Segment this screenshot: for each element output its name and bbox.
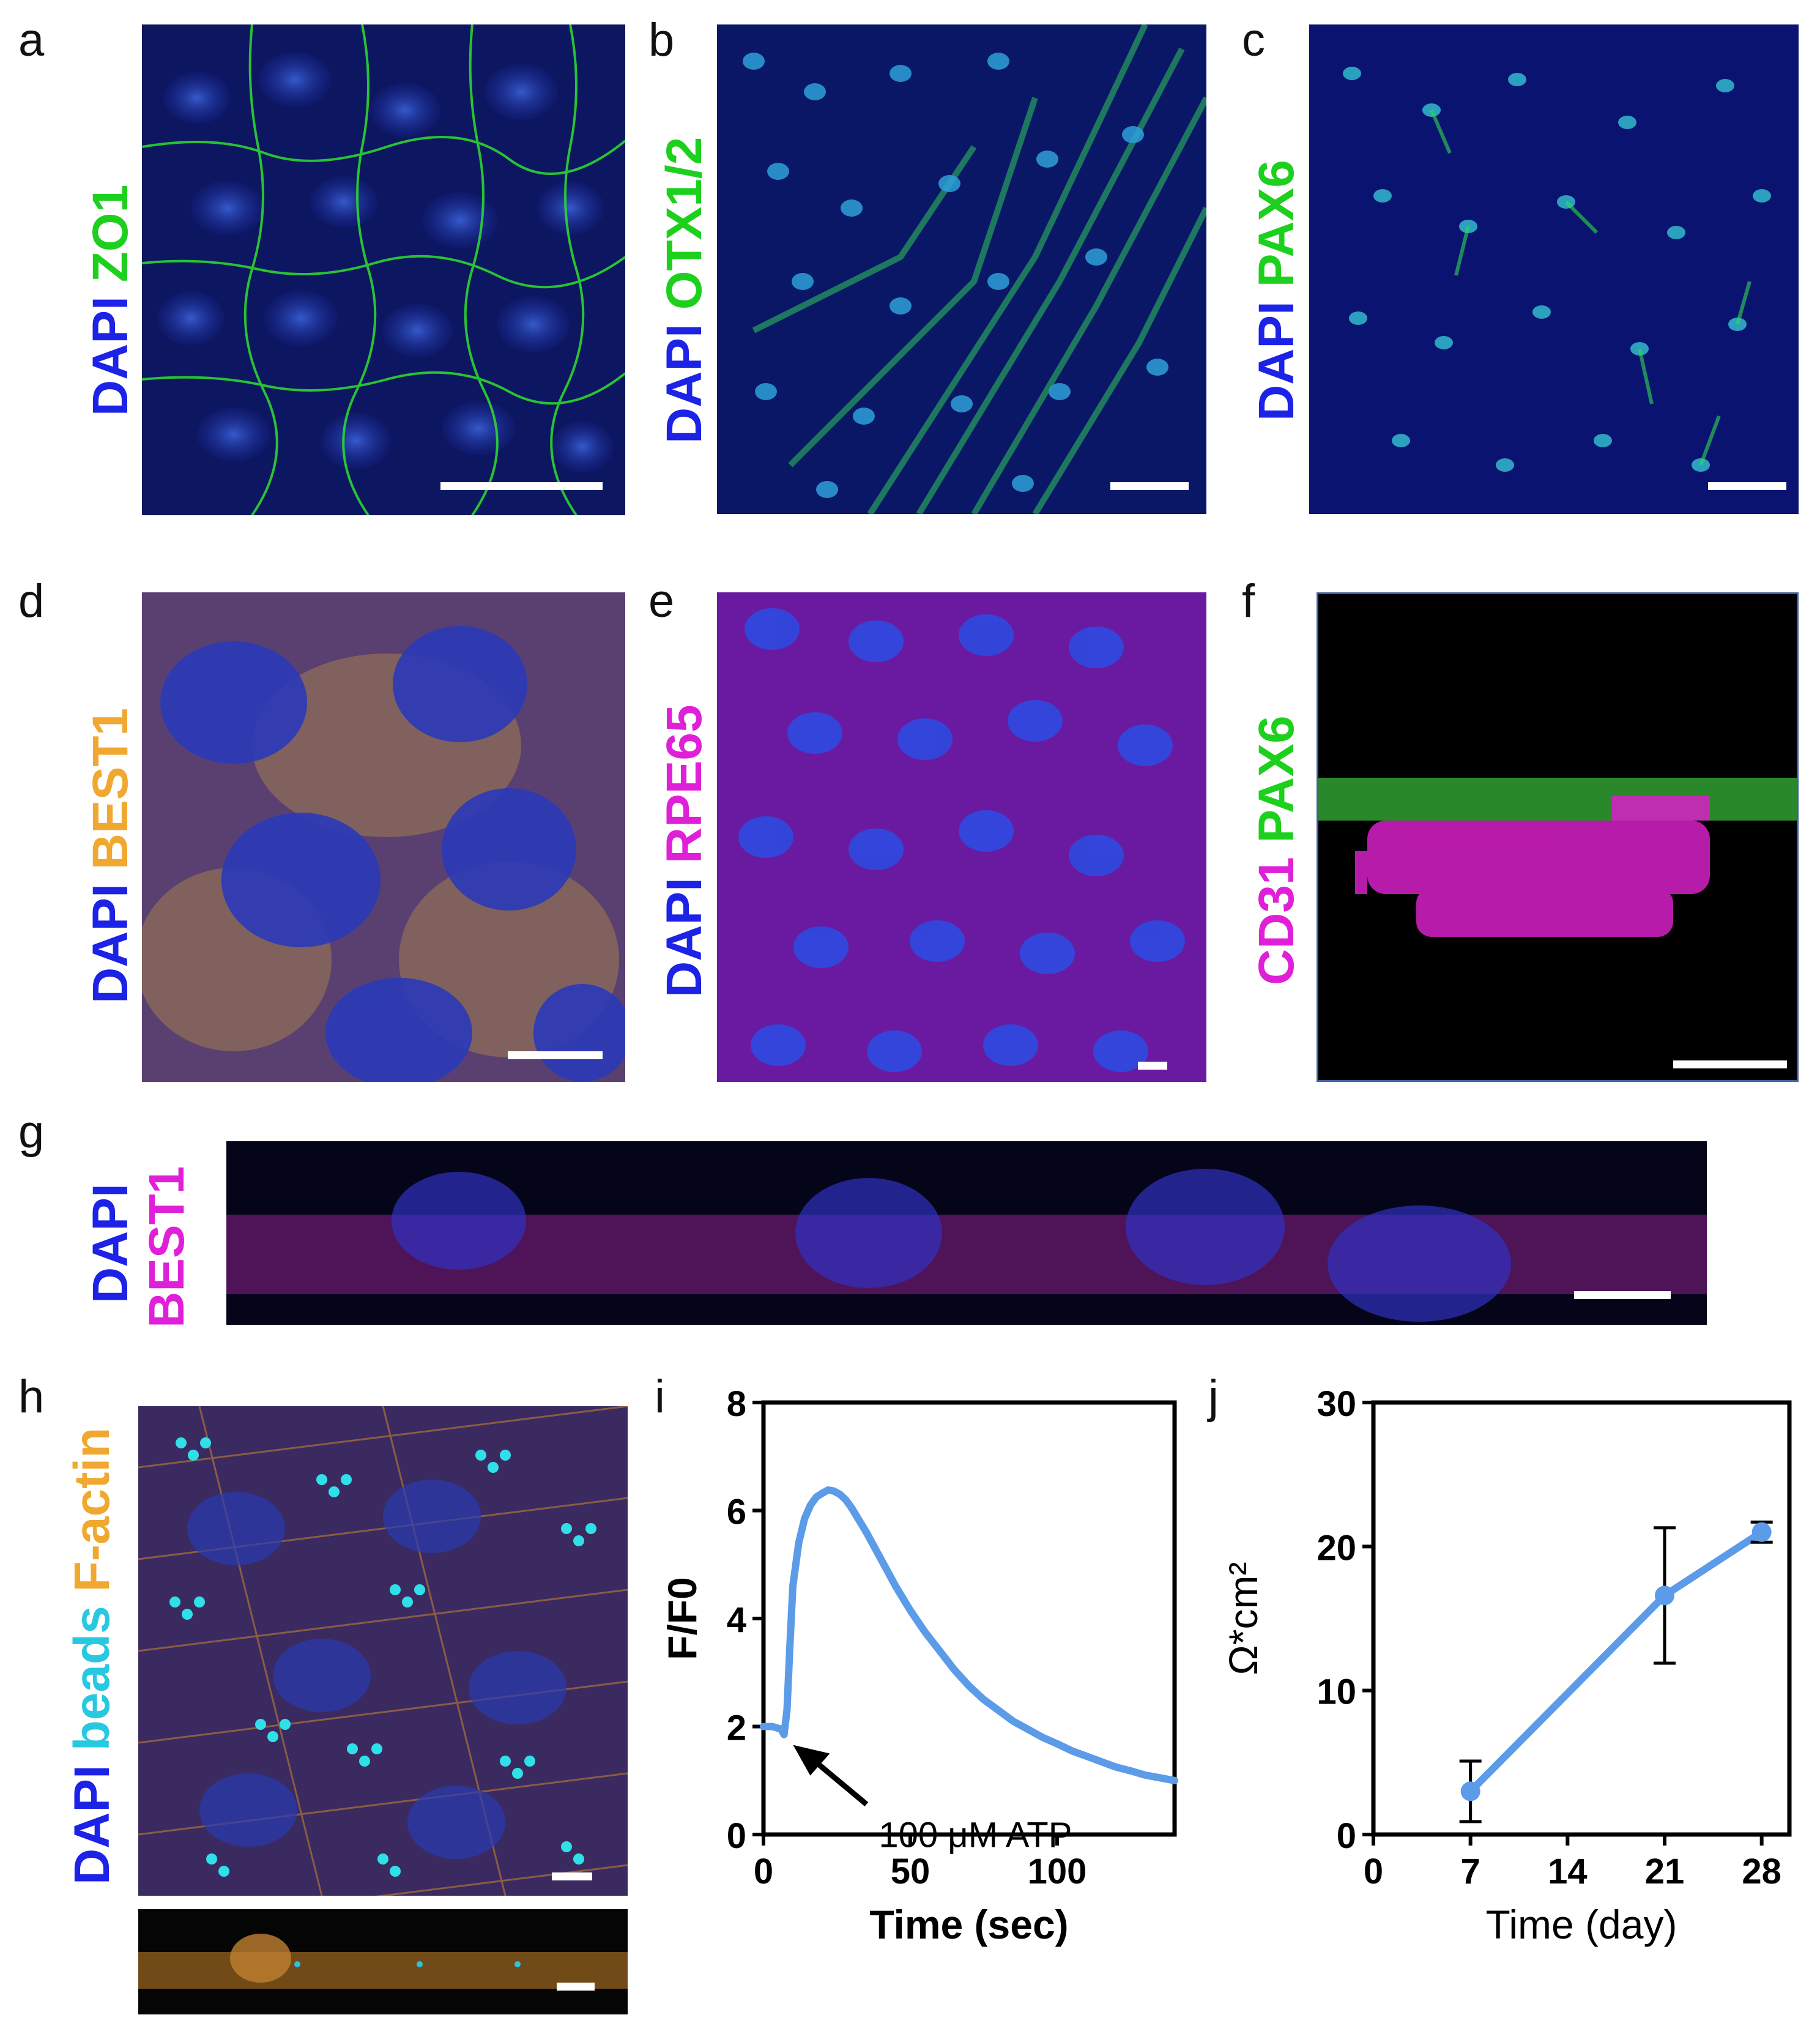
stain-label-f: CD31 PAX6 <box>1249 715 1304 985</box>
scale-bar-c <box>1708 482 1786 490</box>
y-tick-label: 10 <box>1317 1672 1356 1712</box>
stain-label-b: DAPI OTX1/2 <box>656 136 712 444</box>
panel-letter-c: c <box>1242 14 1265 66</box>
x-axis-label: Time (day) <box>1486 1902 1677 1947</box>
stain-label-c-2: PAX6 <box>1249 160 1304 288</box>
scale-bar-d <box>508 1051 603 1059</box>
stain-label-a-2: ZO1 <box>83 184 138 283</box>
y-axis-label: F/F0 <box>661 1577 705 1660</box>
stain-label-h-1: DAPI <box>64 1765 120 1885</box>
micrograph-g <box>226 1141 1707 1325</box>
y-tick-label: 4 <box>727 1600 746 1640</box>
stain-label-d-2: BEST1 <box>83 707 138 870</box>
micrograph-h <box>138 1406 628 1896</box>
y-tick-label: 2 <box>727 1708 746 1748</box>
stain-label-d-1: DAPI <box>83 884 138 1004</box>
scale-bar-h <box>552 1872 592 1880</box>
x-tick-label: 50 <box>891 1852 930 1891</box>
annotation-arrow-shaft <box>809 1756 869 1807</box>
y-tick-label: 20 <box>1317 1528 1356 1568</box>
micrograph-e <box>717 592 1206 1082</box>
stain-label-c: DAPI PAX6 <box>1249 160 1304 421</box>
x-axis-label: Time (sec) <box>869 1902 1068 1947</box>
stain-label-h-2: beads <box>64 1606 120 1751</box>
plot-frame <box>1371 1400 1792 1837</box>
data-point <box>1751 1522 1772 1542</box>
stain-label-b-2: OTX1/2 <box>656 136 712 310</box>
chart-j: 0 10 20 30 0 7 14 21 28 Time (day) Ω*cm² <box>1220 1384 1792 1947</box>
chart-i: 0 2 4 6 8 0 50 100 Time (sec) F/F0 100 μM ATP <box>661 1384 1178 1947</box>
stain-label-a: DAPI ZO1 <box>83 184 138 416</box>
panel-letter-i: i <box>655 1371 665 1423</box>
x-tick-label: 0 <box>754 1852 773 1891</box>
micrograph-d <box>142 592 625 1082</box>
stain-label-g-1: DAPI <box>83 1183 138 1303</box>
panel-letter-j: j <box>1208 1371 1219 1423</box>
data-point <box>1460 1781 1480 1801</box>
stain-label-g-2: BEST1 <box>139 1166 195 1328</box>
scale-bar-b <box>1110 482 1189 490</box>
stain-label-a-1: DAPI <box>83 296 138 416</box>
stain-label-c-1: DAPI <box>1249 301 1304 421</box>
stain-label-d: DAPI BEST1 <box>83 707 138 1004</box>
stain-label-h-3: F-actin <box>64 1427 120 1592</box>
data-point <box>1655 1585 1674 1606</box>
annotation-arrow-head <box>793 1745 830 1776</box>
scale-bar-h-crosssection <box>557 1983 595 1991</box>
scale-bar-f <box>1673 1060 1787 1068</box>
scale-bar-e <box>1138 1062 1167 1070</box>
micrograph-b <box>717 24 1206 514</box>
y-tick-label: 6 <box>727 1492 746 1532</box>
y-tick-label: 30 <box>1317 1384 1356 1424</box>
y-tick-label: 0 <box>1337 1816 1356 1856</box>
stain-label-e: DAPI RPE65 <box>656 704 712 997</box>
micrograph-f <box>1317 592 1799 1082</box>
x-tick-label: 21 <box>1645 1852 1685 1891</box>
panel-letter-e: e <box>648 575 675 627</box>
x-tick-label: 14 <box>1548 1852 1588 1891</box>
stain-label-b-1: DAPI <box>656 324 712 444</box>
stain-label-g-second: BEST1 <box>139 1166 195 1328</box>
series-line <box>1466 1528 1766 1795</box>
y-tick-label: 8 <box>727 1384 746 1424</box>
y-tick-label: 0 <box>727 1816 746 1856</box>
micrograph-h-crosssection <box>138 1909 628 2014</box>
stain-label-e-1: DAPI <box>656 877 712 997</box>
panel-letter-d: d <box>18 575 45 627</box>
panel-letter-a: a <box>18 14 45 66</box>
x-tick-label: 0 <box>1364 1852 1383 1891</box>
x-tick-label: 7 <box>1461 1852 1480 1891</box>
stain-label-g: DAPI <box>83 1183 138 1303</box>
panel-letter-f: f <box>1242 575 1255 627</box>
annotation-label: 100 μM ATP <box>878 1816 1072 1855</box>
panel-letter-b: b <box>648 14 675 66</box>
micrograph-a <box>142 24 625 515</box>
scale-bar-a <box>440 482 603 490</box>
stain-label-f-1: CD31 <box>1249 857 1304 985</box>
stain-label-e-2: RPE65 <box>656 704 712 864</box>
x-tick-label: 28 <box>1742 1852 1781 1891</box>
series-line <box>760 1486 1178 1784</box>
stain-label-f-2: PAX6 <box>1249 715 1304 843</box>
x-tick-label: 100 <box>1028 1852 1087 1891</box>
panel-letter-h: h <box>18 1371 45 1423</box>
stain-label-h: DAPI beads F-actin <box>64 1427 120 1885</box>
y-axis-label: Ω*cm² <box>1220 1562 1266 1675</box>
micrograph-c <box>1309 24 1799 514</box>
scale-bar-g <box>1574 1291 1671 1299</box>
panel-letter-g: g <box>18 1106 45 1158</box>
